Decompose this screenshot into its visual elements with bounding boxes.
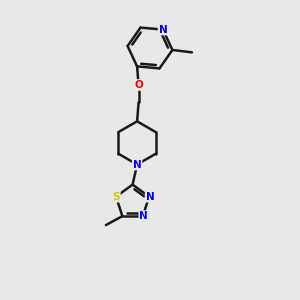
Text: N: N	[158, 25, 167, 34]
Text: S: S	[112, 192, 120, 202]
Text: N: N	[133, 160, 142, 170]
Text: N: N	[146, 192, 154, 202]
Text: O: O	[134, 80, 143, 90]
Text: N: N	[139, 211, 148, 221]
